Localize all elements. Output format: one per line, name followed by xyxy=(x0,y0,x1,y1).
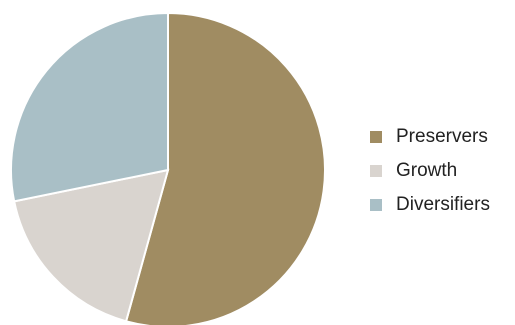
legend-swatch-diversifiers xyxy=(370,199,382,211)
legend-swatch-preservers xyxy=(370,131,382,143)
legend-swatch-growth xyxy=(370,165,382,177)
legend-label-growth: Growth xyxy=(396,160,458,181)
pie-slice-diversifiers xyxy=(10,11,169,203)
chart-legend: Preservers Growth Diversifiers xyxy=(370,120,490,222)
pie-slices xyxy=(10,11,326,325)
legend-item-preservers: Preservers xyxy=(370,120,490,154)
pie-chart xyxy=(10,11,326,325)
legend-item-diversifiers: Diversifiers xyxy=(370,188,490,222)
pie-slice-preservers xyxy=(124,11,326,325)
legend-label-preservers: Preservers xyxy=(396,126,488,147)
pie-slice-growth xyxy=(12,168,170,323)
legend-label-diversifiers: Diversifiers xyxy=(396,194,490,215)
legend-item-growth: Growth xyxy=(370,154,490,188)
